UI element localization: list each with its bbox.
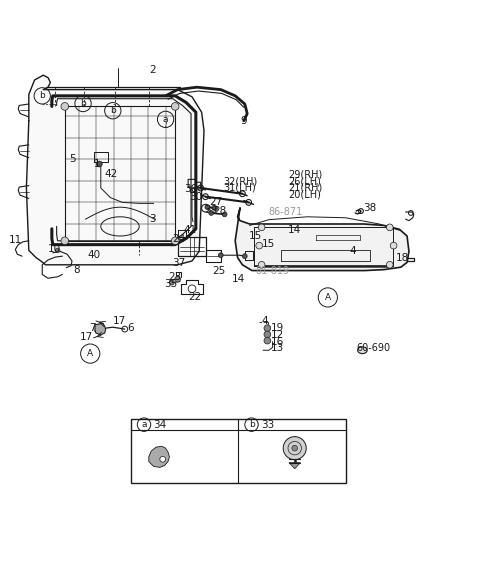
Text: 17: 17 <box>113 316 127 326</box>
Text: 15: 15 <box>262 239 276 249</box>
Text: 7: 7 <box>89 323 96 333</box>
Text: b: b <box>39 91 45 101</box>
Circle shape <box>222 212 227 217</box>
Text: 14: 14 <box>232 274 245 284</box>
Text: 29(RH): 29(RH) <box>288 170 322 179</box>
Text: 38: 38 <box>363 203 376 212</box>
Text: 27: 27 <box>209 198 222 207</box>
Text: 22: 22 <box>189 293 202 302</box>
Text: 42: 42 <box>105 169 118 178</box>
Text: 36: 36 <box>184 184 198 194</box>
Circle shape <box>264 331 271 338</box>
Text: 30: 30 <box>190 191 203 202</box>
Text: 13: 13 <box>271 343 285 353</box>
Text: 14: 14 <box>288 225 301 235</box>
Circle shape <box>175 276 180 282</box>
Circle shape <box>242 254 247 258</box>
Circle shape <box>55 248 60 253</box>
Text: 24: 24 <box>172 234 185 244</box>
Text: A: A <box>325 293 331 302</box>
Circle shape <box>209 211 214 215</box>
Text: 6: 6 <box>128 323 134 333</box>
Text: 31(LH): 31(LH) <box>223 183 256 193</box>
Text: 12: 12 <box>271 330 285 340</box>
Text: 16: 16 <box>271 337 285 346</box>
Text: 10: 10 <box>48 244 61 254</box>
Text: 41: 41 <box>183 225 197 235</box>
Circle shape <box>205 205 210 210</box>
Circle shape <box>256 242 263 249</box>
Text: 26(LH): 26(LH) <box>288 176 321 186</box>
Circle shape <box>386 224 393 231</box>
Text: a: a <box>163 115 168 124</box>
Text: b: b <box>110 106 116 115</box>
Text: A: A <box>87 349 93 358</box>
Text: 35: 35 <box>164 279 178 290</box>
Text: 40: 40 <box>88 250 101 260</box>
Text: 33: 33 <box>261 420 275 429</box>
Text: 39: 39 <box>204 204 218 215</box>
Circle shape <box>258 224 265 231</box>
Polygon shape <box>26 75 204 265</box>
Circle shape <box>292 445 298 451</box>
Text: 19: 19 <box>271 323 285 333</box>
Text: 4: 4 <box>262 316 268 326</box>
Text: 5: 5 <box>70 154 76 164</box>
Text: 86-871: 86-871 <box>269 207 303 217</box>
Text: 17: 17 <box>80 332 94 342</box>
Circle shape <box>61 237 69 245</box>
Circle shape <box>61 103 69 110</box>
Text: 2: 2 <box>149 65 156 76</box>
Text: 28: 28 <box>214 206 227 216</box>
Circle shape <box>96 161 102 167</box>
Text: b: b <box>80 99 86 108</box>
Text: 81-819: 81-819 <box>255 266 289 275</box>
Text: 4: 4 <box>349 247 356 256</box>
Circle shape <box>171 103 179 110</box>
Text: 3: 3 <box>149 214 156 224</box>
Text: 20(LH): 20(LH) <box>288 190 321 200</box>
Text: 11: 11 <box>9 235 22 245</box>
Text: 23: 23 <box>168 272 181 282</box>
Circle shape <box>390 242 397 249</box>
Circle shape <box>258 261 265 268</box>
Text: 18: 18 <box>396 253 409 262</box>
Polygon shape <box>95 323 106 335</box>
Text: 34: 34 <box>154 420 167 429</box>
Circle shape <box>386 261 393 268</box>
Text: a: a <box>141 420 147 429</box>
Polygon shape <box>149 446 169 467</box>
Circle shape <box>218 253 223 258</box>
Ellipse shape <box>358 347 367 354</box>
Text: 8: 8 <box>73 265 80 274</box>
Text: 37: 37 <box>172 258 185 268</box>
Circle shape <box>171 237 179 245</box>
Circle shape <box>264 325 271 332</box>
Circle shape <box>169 280 174 285</box>
Text: 60-690: 60-690 <box>356 343 390 353</box>
Text: b: b <box>249 420 254 429</box>
Circle shape <box>213 206 217 211</box>
Text: 9: 9 <box>240 116 247 126</box>
Text: 25: 25 <box>213 266 226 275</box>
Text: 21(RH): 21(RH) <box>288 183 322 193</box>
Text: 32(RH): 32(RH) <box>223 176 257 186</box>
Text: 15: 15 <box>249 231 262 241</box>
Circle shape <box>283 437 306 460</box>
Polygon shape <box>289 462 300 469</box>
Circle shape <box>264 337 271 344</box>
Text: 1: 1 <box>94 159 100 169</box>
Circle shape <box>160 456 166 462</box>
Bar <box>131 419 346 483</box>
Polygon shape <box>235 208 409 270</box>
